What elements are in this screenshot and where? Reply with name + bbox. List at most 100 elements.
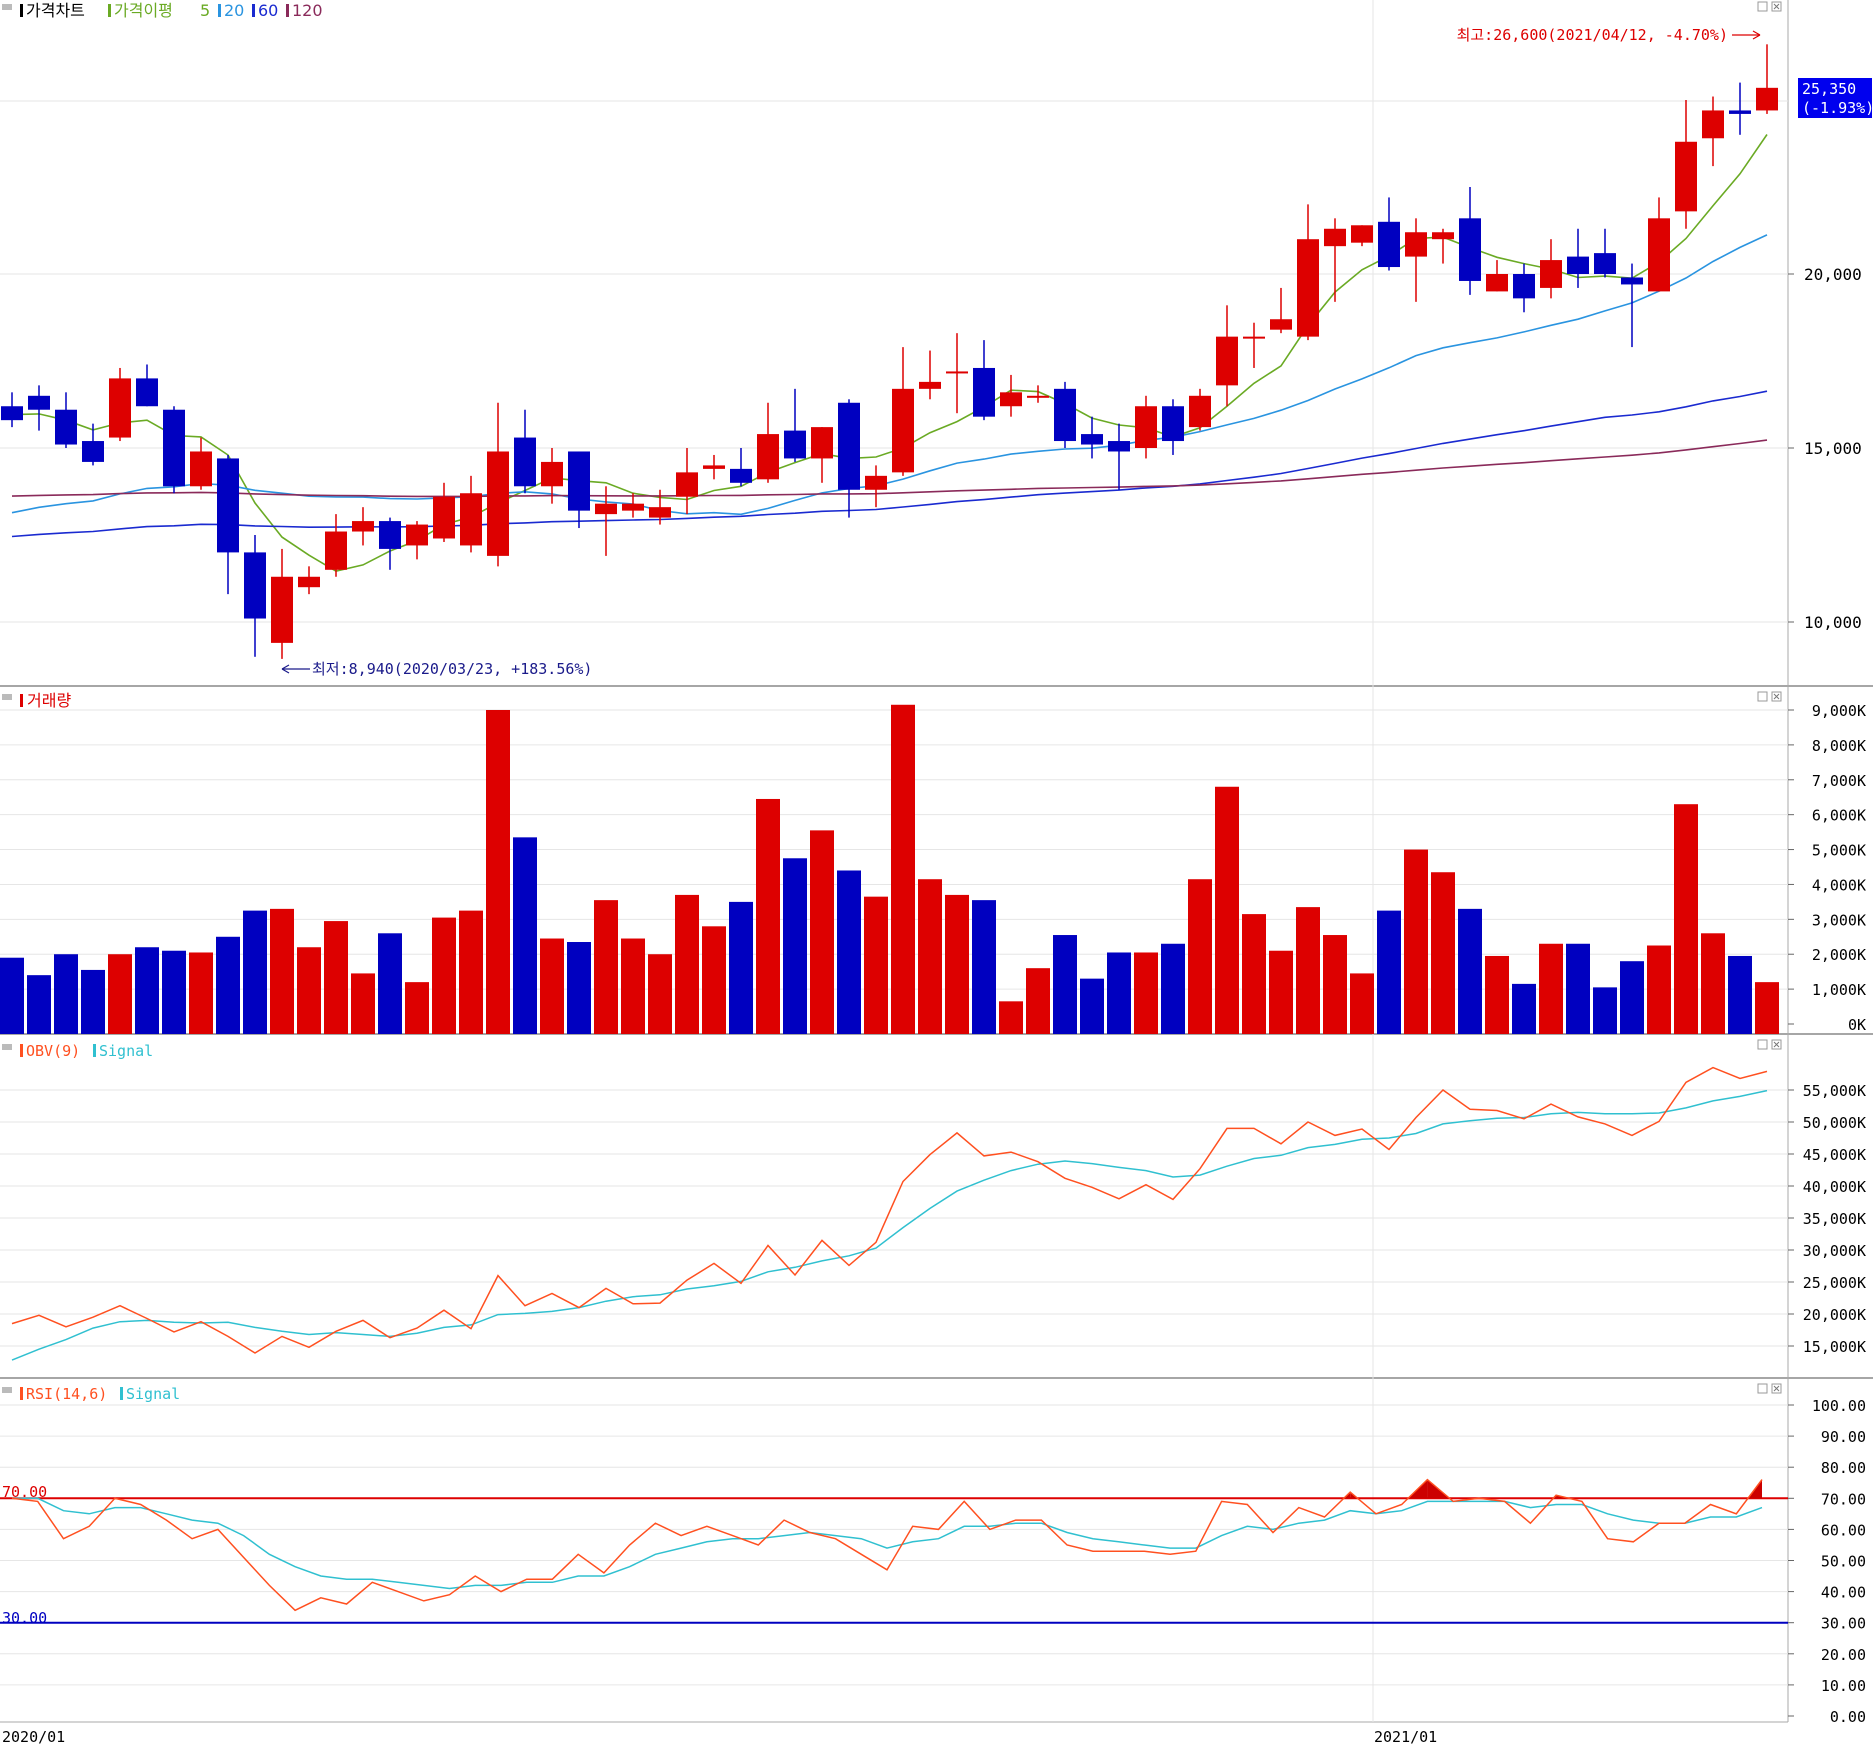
volume-bar xyxy=(459,910,483,1034)
candle-body xyxy=(1351,225,1373,243)
candle-body xyxy=(1378,221,1400,268)
candle-body xyxy=(217,458,239,553)
candle xyxy=(163,406,185,494)
panel-handle-icon xyxy=(2,694,12,700)
candle xyxy=(730,448,752,487)
candle xyxy=(1135,395,1157,459)
volume-bar xyxy=(108,954,132,1034)
volume-bar xyxy=(216,936,240,1034)
volume-bar xyxy=(162,950,186,1034)
obv-tick-label: 35,000K xyxy=(1803,1210,1866,1228)
volume-bar xyxy=(81,969,105,1034)
panel-control-group[interactable] xyxy=(1757,691,1782,702)
panel-minimize-icon[interactable] xyxy=(1757,1,1768,12)
price-panel: 10,000 15,000 20,000 최고:26,600(2021/04/12,… xyxy=(0,1,1873,678)
candle-body xyxy=(1540,260,1562,288)
current-change: (-1.93%) xyxy=(1802,99,1873,117)
volume-tick-label: 8,000K xyxy=(1812,737,1866,755)
panel-control-group[interactable] xyxy=(1757,1,1782,12)
candle-body xyxy=(55,409,77,445)
legend-marker-price xyxy=(20,4,23,17)
volume-bar xyxy=(135,947,159,1034)
volume-bar xyxy=(0,957,24,1034)
panel-minimize-icon[interactable] xyxy=(1757,691,1768,702)
legend-marker-obv-signal xyxy=(93,1044,96,1057)
legend-volume: 거래량 xyxy=(27,691,71,710)
volume-bar xyxy=(1269,950,1293,1034)
candle xyxy=(595,486,617,556)
legend-marker-volume xyxy=(20,694,23,707)
candle-body xyxy=(865,475,887,490)
volume-bar xyxy=(1188,879,1212,1034)
candle xyxy=(190,437,212,490)
panel-handle-icon xyxy=(2,1044,12,1050)
volume-bar xyxy=(540,938,564,1034)
volume-bar xyxy=(1593,987,1617,1034)
legend-price-chart: 가격차트 xyxy=(26,1,85,20)
legend-marker-ma20 xyxy=(218,4,221,17)
rsi-tick-label: 0.00 xyxy=(1830,1708,1866,1726)
candle xyxy=(973,340,995,421)
candle-body xyxy=(1000,392,1022,407)
price-y-axis: 10,000 15,000 20,000 xyxy=(1788,265,1862,632)
candle xyxy=(811,427,833,483)
volume-tick-label: 4,000K xyxy=(1812,876,1866,894)
rsi-legend: RSI(14,6) Signal xyxy=(20,1385,180,1403)
obv-tick-label: 15,000K xyxy=(1803,1338,1866,1356)
panel-control-group[interactable] xyxy=(1757,1039,1782,1050)
volume-bar xyxy=(243,910,267,1034)
candle xyxy=(1000,374,1022,417)
obv-line xyxy=(11,1066,1768,1354)
candle-body xyxy=(163,409,185,487)
candle xyxy=(1351,225,1373,247)
volume-bar xyxy=(1701,933,1725,1034)
candle xyxy=(1297,204,1319,341)
price-tick-label: 20,000 xyxy=(1804,265,1862,284)
current-price: 25,350 xyxy=(1802,80,1856,98)
volume-bar xyxy=(1323,935,1347,1034)
low-note-arrowhead xyxy=(281,664,290,674)
candle-body xyxy=(1162,406,1184,442)
volume-tick-label: 5,000K xyxy=(1812,842,1866,860)
legend-rsi: RSI(14,6) xyxy=(26,1385,107,1403)
volume-tick-label: 1,000K xyxy=(1812,981,1866,999)
candle-body xyxy=(190,451,212,487)
candle-body xyxy=(271,576,293,643)
obv-tick-label: 25,000K xyxy=(1803,1274,1866,1292)
rsi-tick-label: 90.00 xyxy=(1821,1428,1866,1446)
volume-bar xyxy=(1728,955,1752,1034)
candle xyxy=(1648,197,1670,292)
candle-body xyxy=(730,468,752,483)
low-price-note: 최저:8,940(2020/03/23, +183.56%) xyxy=(312,660,592,678)
candle-body xyxy=(352,521,374,532)
volume-bar xyxy=(810,830,834,1034)
candle xyxy=(298,566,320,595)
panel-control-group[interactable] xyxy=(1757,1383,1782,1394)
panel-minimize-icon[interactable] xyxy=(1757,1039,1768,1050)
volume-bar xyxy=(1647,945,1671,1034)
candle xyxy=(1459,187,1481,295)
candle-body xyxy=(1216,336,1238,386)
close-x-icon xyxy=(1773,693,1780,700)
legend-ma20: 20 xyxy=(224,1,244,20)
volume-bar xyxy=(1539,943,1563,1034)
candle xyxy=(136,364,158,407)
candle-body xyxy=(460,493,482,546)
rsi-tick-label: 50.00 xyxy=(1821,1553,1866,1571)
volume-bar xyxy=(27,975,51,1034)
panel-minimize-icon[interactable] xyxy=(1757,1383,1768,1394)
legend-marker-ma xyxy=(108,4,111,17)
candle-body xyxy=(1486,274,1508,292)
candle-body xyxy=(487,451,509,556)
rsi-signal-line xyxy=(12,1497,1763,1590)
volume-bar xyxy=(270,908,294,1034)
candle xyxy=(28,385,50,431)
volume-bar xyxy=(378,933,402,1034)
candle-body xyxy=(1675,141,1697,212)
high-note-arrowhead xyxy=(1752,30,1761,40)
obv-y-axis: 15,000K 20,000K 25,000K 30,000K 35,000K 40,00… xyxy=(1788,1082,1866,1356)
legend-obv: OBV(9) xyxy=(26,1042,80,1060)
volume-bar xyxy=(1404,849,1428,1034)
volume-bar xyxy=(1566,943,1590,1034)
close-x-icon xyxy=(1773,3,1780,10)
